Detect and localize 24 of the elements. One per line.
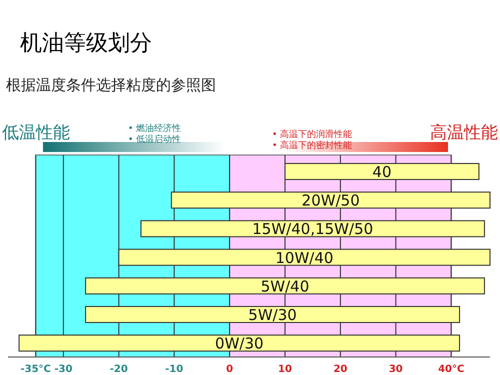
y-tick-label: 5W/30	[248, 306, 297, 324]
y-tick-label: 0W/30	[215, 334, 264, 353]
y-tick-label: 5W/40	[260, 277, 310, 296]
y-tick-label: 20W/50	[302, 192, 360, 210]
text: • 高温下的润滑性能	[272, 129, 352, 140]
x-tick-label: 30	[388, 364, 403, 375]
chart-subtitle: 根据温度条件选择粘度的参照图	[6, 76, 216, 94]
x-tick-label: -10	[165, 364, 184, 375]
x-tick-label: 0	[226, 364, 234, 375]
x-tick-label: 40°C	[438, 364, 464, 375]
y-tick-label: 10W/40	[275, 248, 334, 267]
text: • 低温启动性	[128, 134, 182, 145]
text: 低温性能	[2, 123, 70, 143]
x-tick-label: 20	[333, 364, 348, 375]
x-tick-label: -20	[110, 364, 128, 375]
text: • 高温下的密封性能	[272, 140, 352, 151]
y-tick-label: 15W/40,15W/50	[252, 220, 374, 238]
text: 高温性能	[430, 123, 498, 143]
x-tick-label: 10	[278, 364, 292, 375]
text: • 燃油经济性	[128, 123, 182, 134]
x-tick-label: -30	[54, 364, 72, 375]
y-tick-label: 40	[372, 163, 392, 181]
x-tick-label: -35°C	[20, 364, 51, 375]
chart-title: 机油等级划分	[20, 31, 152, 56]
